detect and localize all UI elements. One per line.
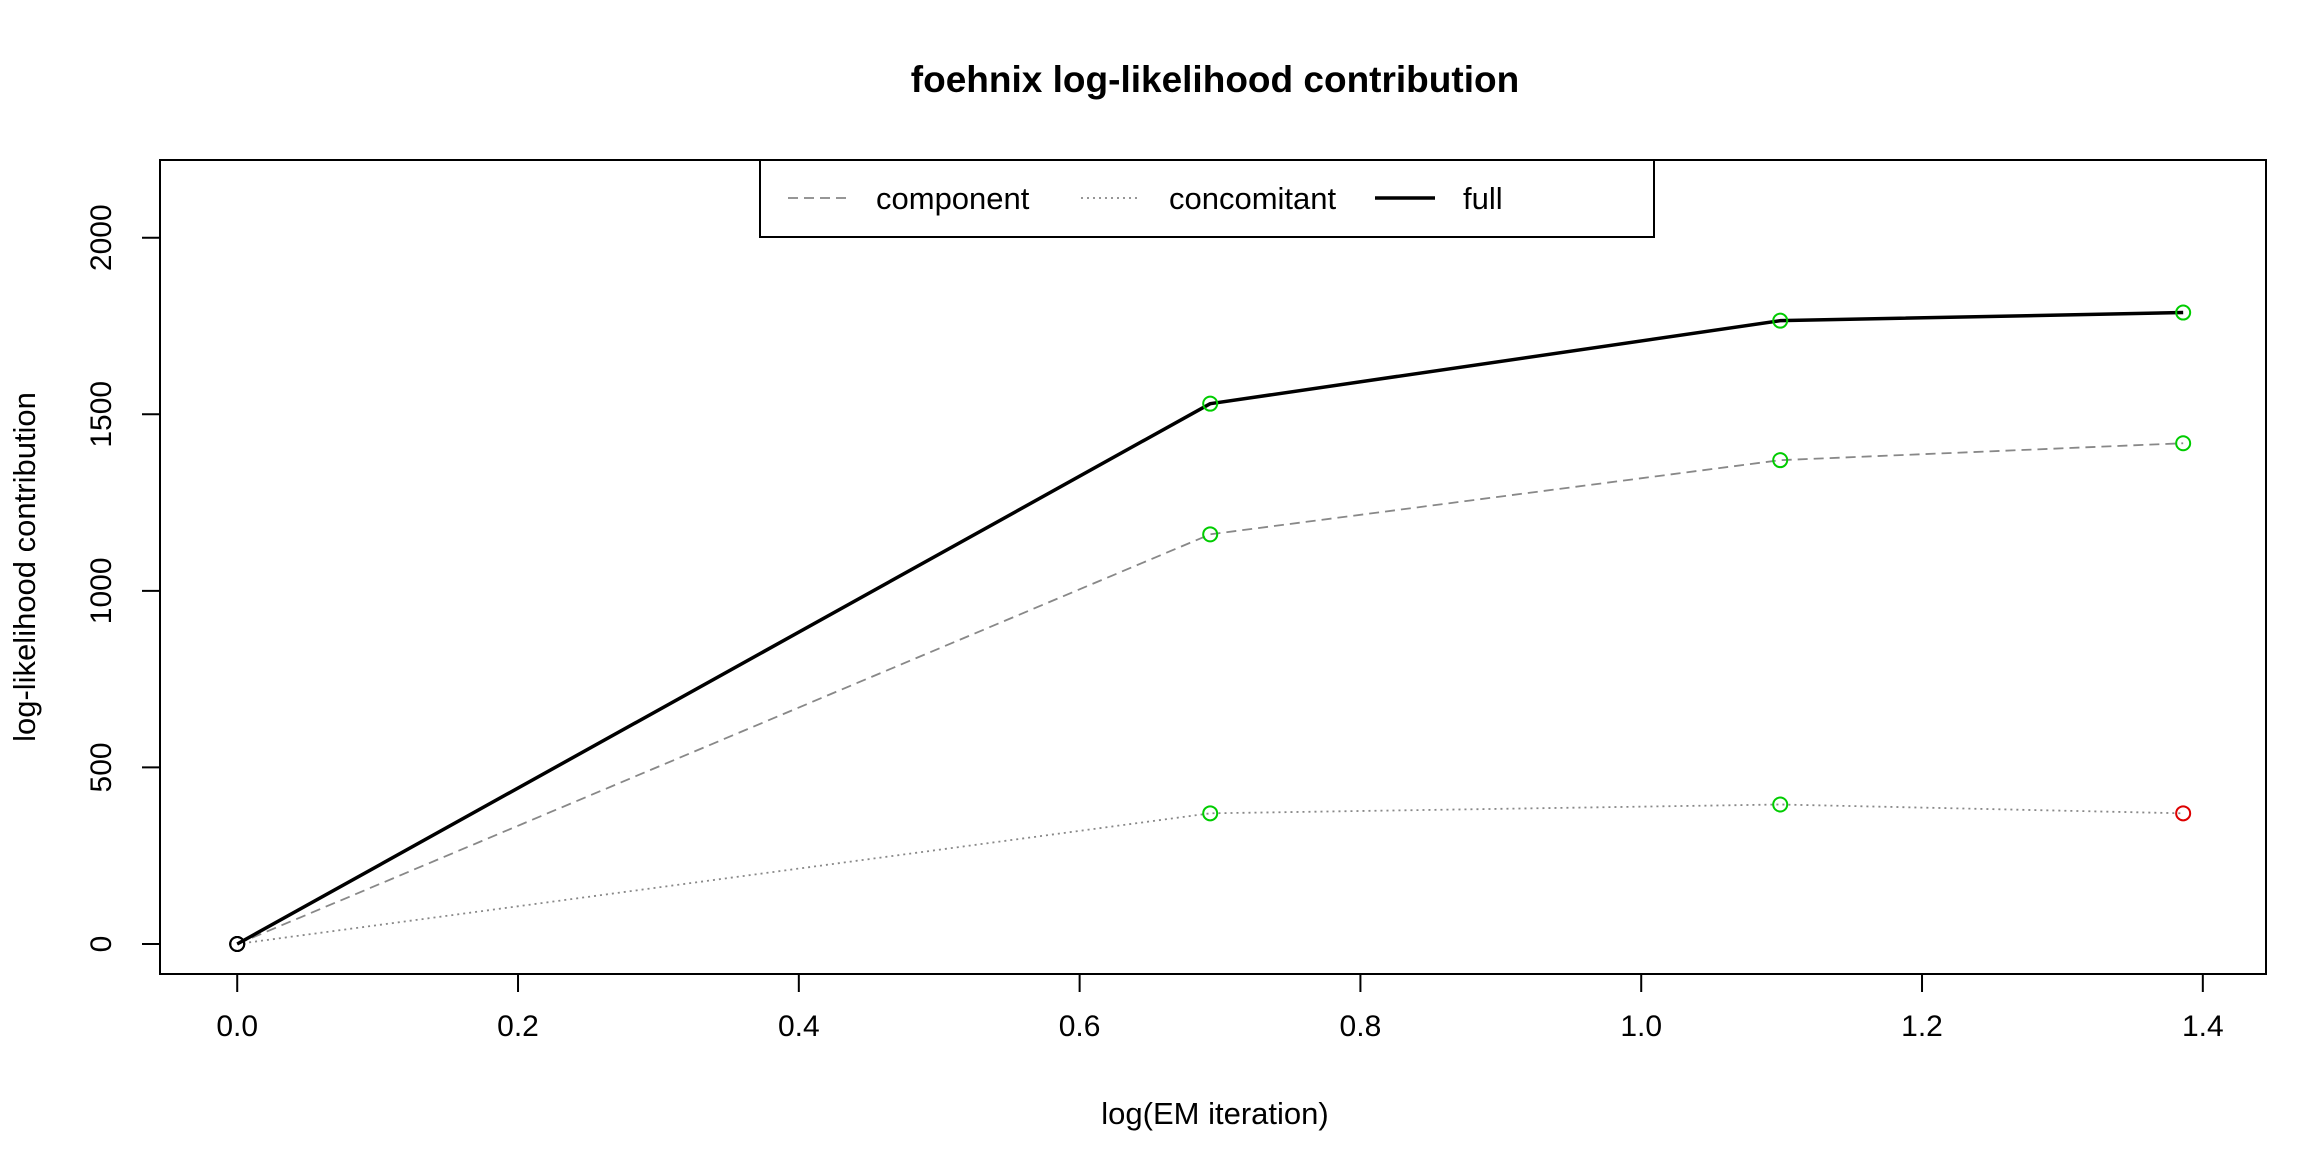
y-tick-label: 1000 xyxy=(85,557,118,624)
data-point-component xyxy=(2175,435,2192,452)
data-point-full xyxy=(229,935,246,952)
y-tick-label: 500 xyxy=(85,742,118,792)
data-point-full xyxy=(1202,395,1219,412)
data-point-full xyxy=(1772,312,1789,329)
series-line-component xyxy=(236,442,2184,945)
y-axis-label: log-likelihood contribution xyxy=(7,392,42,742)
y-tick-label: 0 xyxy=(85,936,118,953)
x-axis-label: log(EM iteration) xyxy=(1101,1096,1328,1131)
legend: component concomitant full xyxy=(759,159,1655,238)
series-full xyxy=(229,304,2192,952)
legend-box xyxy=(759,159,1655,238)
plot-frame xyxy=(159,159,2267,975)
data-point-full xyxy=(2175,304,2192,321)
series-line-concomitant xyxy=(237,803,2184,945)
series-concomitant xyxy=(229,796,2192,952)
data-point-concomitant xyxy=(1772,796,1789,813)
data-point-component xyxy=(1202,526,1219,543)
legend-label-concomitant: concomitant xyxy=(1169,181,1337,216)
x-tick-label: 0.2 xyxy=(497,1010,539,1043)
x-tick-label: 0.0 xyxy=(216,1010,258,1043)
x-tick-label: 0.4 xyxy=(778,1010,820,1043)
legend-label-full: full xyxy=(1463,181,1503,216)
series-group xyxy=(229,304,2192,952)
x-tick-label: 1.2 xyxy=(1901,1010,1943,1043)
y-tick-label: 2000 xyxy=(85,204,118,271)
data-point-concomitant xyxy=(2175,805,2192,822)
y-axis: 0 500 1000 1500 2000 xyxy=(85,204,161,953)
x-tick-label: 0.6 xyxy=(1059,1010,1101,1043)
chart-title: foehnix log-likelihood contribution xyxy=(911,59,1519,100)
legend-label-component: component xyxy=(876,181,1030,216)
data-point-concomitant xyxy=(1202,805,1219,822)
x-tick-label: 1.0 xyxy=(1620,1010,1662,1043)
series-component xyxy=(229,435,2192,952)
x-tick-label: 1.4 xyxy=(2182,1010,2224,1043)
x-tick-label: 0.8 xyxy=(1340,1010,1382,1043)
y-tick-label: 1500 xyxy=(85,381,118,448)
data-point-component xyxy=(1772,452,1789,469)
x-axis: 0.0 0.2 0.4 0.6 0.8 1.0 1.2 1.4 xyxy=(216,973,2224,1043)
series-line-full xyxy=(236,310,2184,946)
